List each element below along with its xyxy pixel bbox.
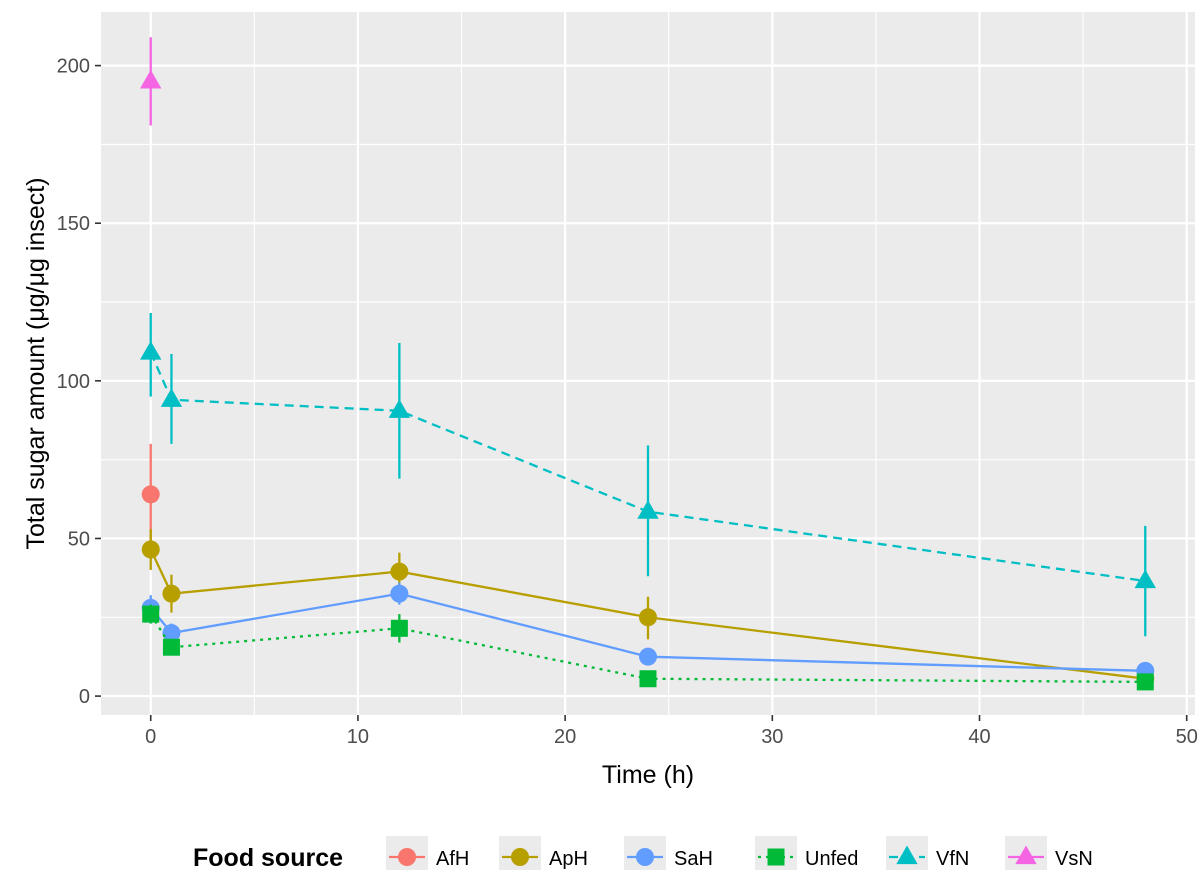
y-axis-label: Total sugar amount (μg/μg insect) <box>22 177 50 549</box>
legend-label: ApH <box>549 848 588 870</box>
x-axis-label: Time (h) <box>602 761 694 789</box>
legend-key-marker <box>767 848 785 866</box>
x-tick-label: 50 <box>1176 726 1198 748</box>
y-tick-label: 0 <box>79 686 90 708</box>
data-point <box>140 340 162 360</box>
legend-label: Unfed <box>805 848 858 870</box>
y-tick-label: 150 <box>57 213 90 235</box>
x-tick-label: 10 <box>347 726 369 748</box>
series-line <box>149 352 1146 583</box>
data-point <box>141 485 160 504</box>
series-layer <box>140 37 1156 691</box>
series-line <box>149 613 1146 684</box>
data-point <box>140 69 162 89</box>
x-tick-label: 0 <box>145 726 156 748</box>
legend-item-unfed: Unfed <box>755 836 858 875</box>
x-tick-label: 40 <box>968 726 990 748</box>
legend-label: AfH <box>436 848 469 870</box>
data-point <box>390 562 409 581</box>
data-point <box>162 638 180 656</box>
legend-key-marker <box>896 845 918 865</box>
legend-item-vfn: VfN <box>886 836 969 875</box>
data-point <box>162 584 181 603</box>
y-tick-label: 200 <box>57 56 90 78</box>
legend-label: VsN <box>1055 848 1093 870</box>
legend-label: SaH <box>674 848 713 870</box>
legend-item-aph: ApH <box>499 836 588 875</box>
legend-label: VfN <box>936 848 969 870</box>
data-point <box>637 500 659 519</box>
data-point <box>390 584 409 603</box>
series-vsn <box>140 37 162 126</box>
x-axis: 0 10 20 30 40 50 <box>145 715 1198 748</box>
x-tick-label: 20 <box>554 726 576 748</box>
data-point <box>160 388 183 407</box>
legend-key-marker <box>1015 845 1037 865</box>
data-point <box>639 670 657 688</box>
legend-item-sah: SaH <box>624 836 713 875</box>
data-point <box>1134 569 1156 589</box>
series-afh <box>141 443 160 545</box>
legend-key-marker <box>398 848 416 866</box>
data-point <box>162 624 181 643</box>
data-point <box>390 619 408 637</box>
y-tick-label: 50 <box>68 528 90 550</box>
legend: Food source AfH ApH SaH Unfed VfN VsN <box>193 836 1093 875</box>
data-point <box>142 605 160 623</box>
data-point <box>1136 673 1154 691</box>
legend-title: Food source <box>193 844 343 870</box>
series-unfed <box>142 604 1154 691</box>
x-tick-label: 30 <box>761 726 783 748</box>
y-axis: 0 50 100 150 200 <box>57 56 101 708</box>
data-point <box>639 608 657 627</box>
data-point <box>388 399 411 418</box>
y-tick-label: 100 <box>57 371 90 393</box>
data-point <box>141 540 160 559</box>
data-point <box>639 647 657 666</box>
legend-key-marker <box>636 848 654 866</box>
series-vfn <box>140 313 1156 637</box>
legend-item-afh: AfH <box>386 836 469 875</box>
legend-key-marker <box>511 848 529 866</box>
legend-item-vsn: VsN <box>1005 836 1093 875</box>
